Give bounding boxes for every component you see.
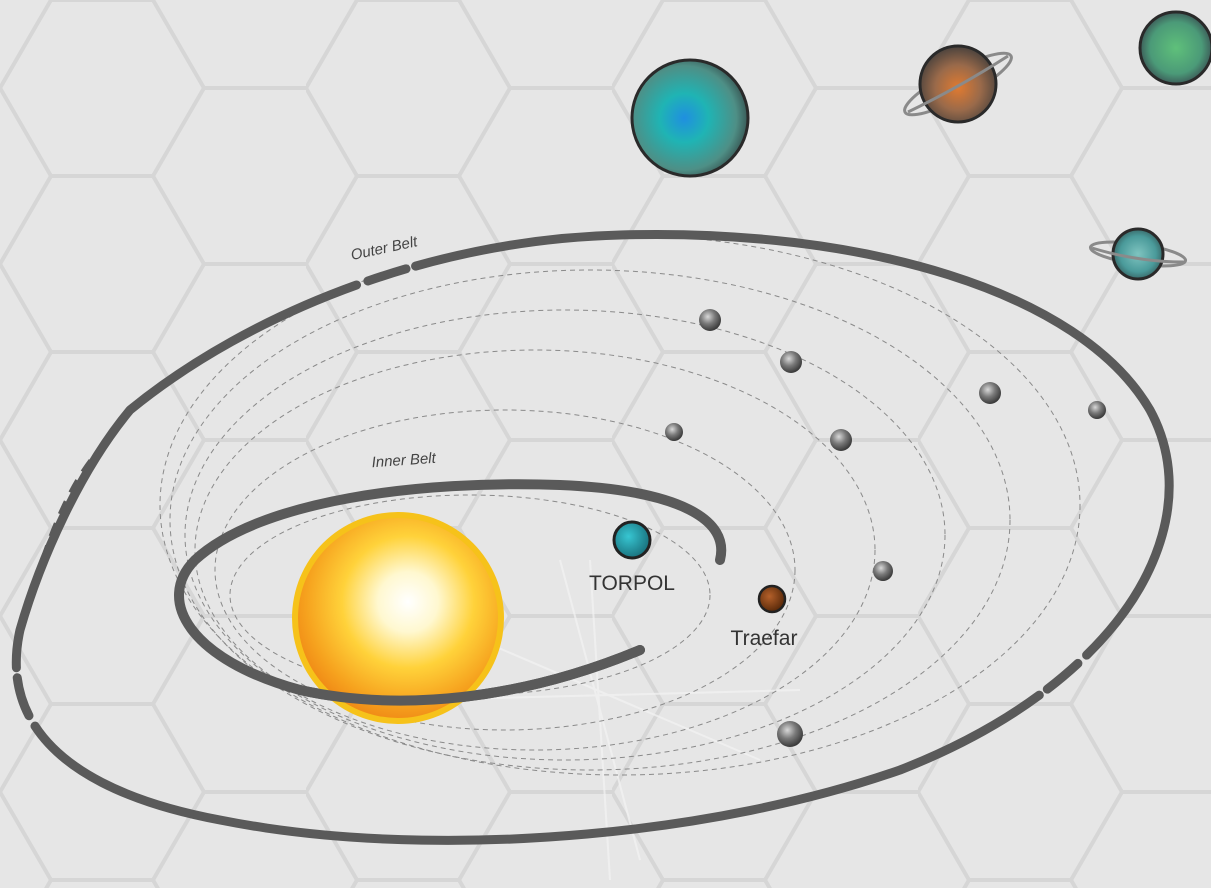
moon-icon[interactable]	[699, 309, 721, 331]
moon-icon[interactable]	[979, 382, 1001, 404]
minor-bodies	[665, 309, 1106, 747]
moon-icon[interactable]	[1088, 401, 1106, 419]
teal-gas-giant-icon[interactable]	[630, 58, 750, 178]
torpol-planet-icon[interactable]	[612, 520, 652, 560]
ringed-orange-planet-icon[interactable]	[898, 43, 1017, 124]
ringed-teal-planet-icon[interactable]	[1088, 227, 1188, 281]
inner-belt-label: Inner Belt	[371, 450, 437, 471]
sun-icon[interactable]	[292, 512, 504, 724]
traefar-label: Traefar	[731, 627, 798, 650]
inner-belt-front	[295, 645, 645, 706]
torpol-label: TORPOL	[589, 572, 675, 595]
moon-icon[interactable]	[873, 561, 893, 581]
moon-icon[interactable]	[780, 351, 802, 373]
moon-icon[interactable]	[665, 423, 683, 441]
green-planet-icon[interactable]	[1138, 10, 1211, 86]
outer-belt-fragment	[28, 459, 92, 601]
traefar-planet-icon[interactable]	[757, 584, 787, 614]
moon-icon[interactable]	[830, 429, 852, 451]
moon-icon[interactable]	[777, 721, 803, 747]
outer-belt	[11, 229, 1174, 845]
